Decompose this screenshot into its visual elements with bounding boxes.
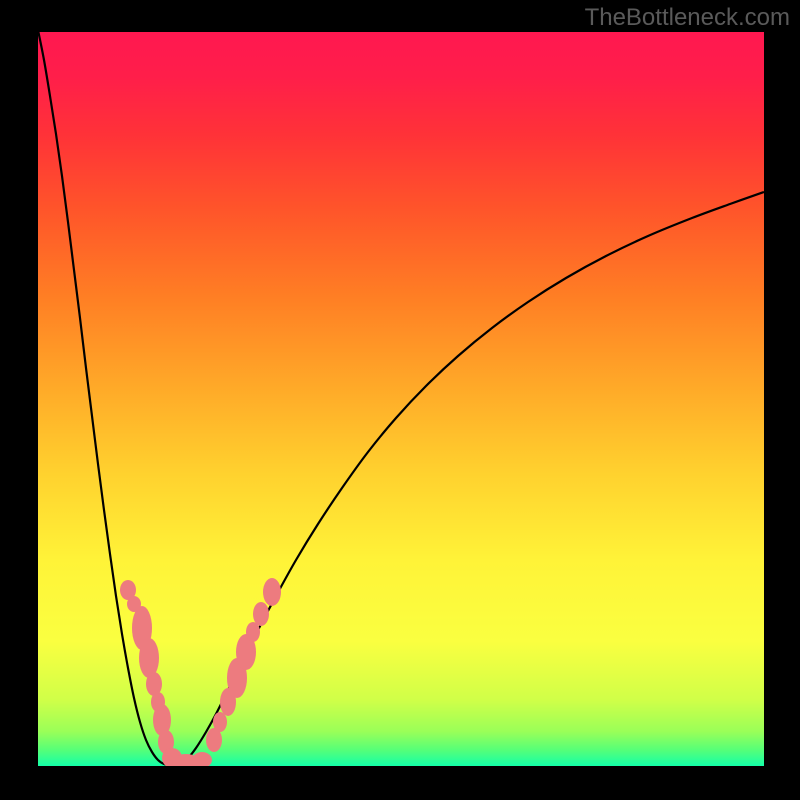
chart-container: { "watermark": "TheBottleneck.com", "cha… — [0, 0, 800, 800]
data-marker — [139, 638, 159, 678]
data-marker — [192, 752, 212, 768]
data-marker — [263, 578, 281, 606]
data-marker — [253, 602, 269, 626]
data-marker — [213, 712, 227, 732]
bottleneck-chart — [0, 0, 800, 800]
watermark-text: TheBottleneck.com — [585, 4, 790, 32]
